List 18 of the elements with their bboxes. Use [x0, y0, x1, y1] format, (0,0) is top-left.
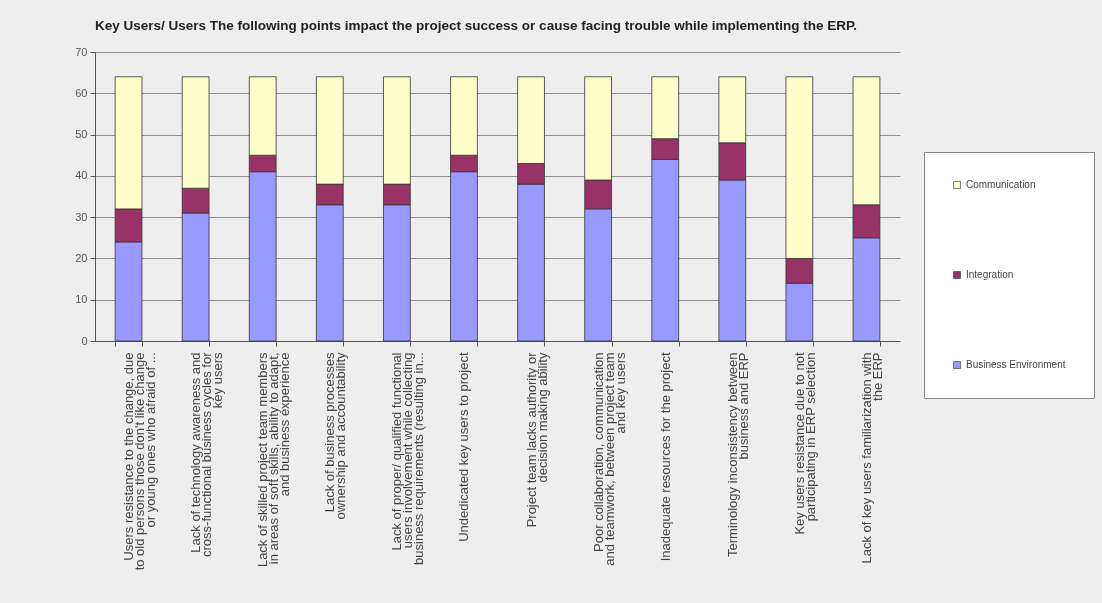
y-tick-label: 60: [75, 86, 88, 99]
chart-title: Key Users/ Users The following points impact the project success or cause facing trouble while implementing the ERP.: [95, 17, 857, 33]
x-tick-label: Lack of key users familiarization with the ERP: [858, 352, 885, 564]
x-tick-label: Lack of proper/ qualified functional users involvement while collecting business requirements (resulting in...: [389, 352, 427, 565]
x-tick-label: Terminology inconsistency between business and ERP: [724, 352, 751, 557]
x-tick-label: Users resistance to the change, due to old persons those don't like change or young ones who afraid of ...: [121, 352, 159, 571]
y-tick-label: 0: [81, 334, 88, 347]
legend-label: Integration: [966, 269, 1014, 280]
legend-label: Business Environment: [966, 359, 1066, 370]
legend-label: Communication: [966, 179, 1036, 190]
x-tick-label: Undedicated key users to project: [456, 352, 472, 542]
y-tick-label: 70: [75, 45, 88, 58]
y-tick-label: 40: [75, 169, 88, 182]
y-tick-label: 30: [75, 210, 88, 223]
y-tick-label: 50: [75, 128, 88, 141]
y-tick-label: 10: [75, 293, 88, 306]
y-tick-label: 20: [75, 251, 88, 264]
x-tick-label: Inadequate resources for the project: [657, 352, 673, 562]
